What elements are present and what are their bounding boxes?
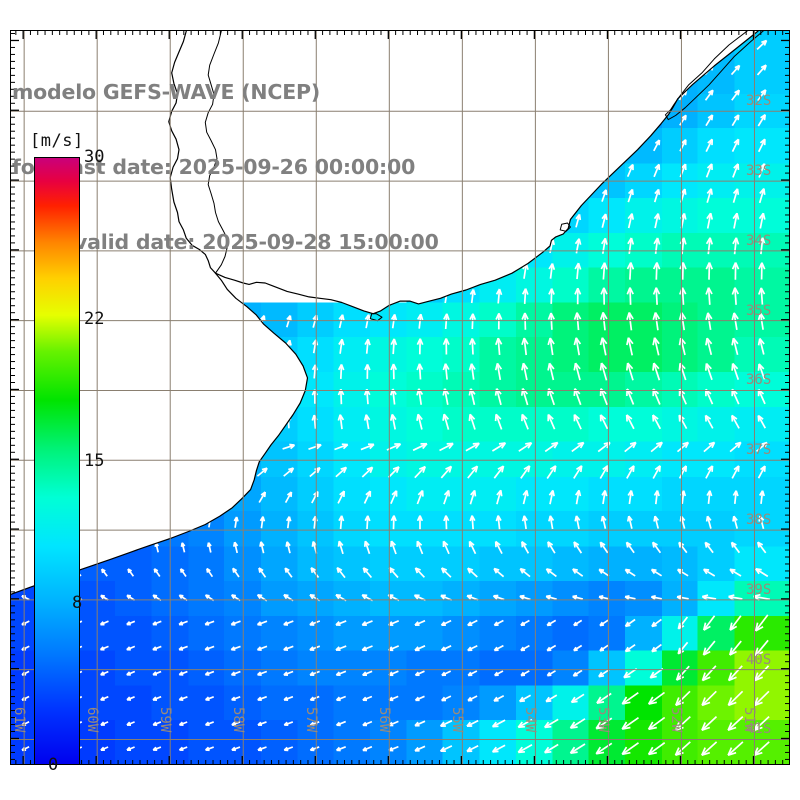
lon-label-56W: 56W <box>376 707 393 733</box>
wind-vector-layer <box>11 31 789 764</box>
lon-label-57W: 57W <box>303 707 320 733</box>
left-axis-ticks <box>10 30 23 765</box>
colorbar-tick-8: 8 <box>72 592 83 613</box>
colorbar-units-label: [m/s] <box>30 131 84 151</box>
coastline-layer <box>11 31 789 764</box>
colorbar-tick-0: 0 <box>48 755 59 775</box>
right-axis-ticks <box>777 30 790 765</box>
land-mask-layer <box>11 31 789 764</box>
lat-label-38S: 38S <box>746 512 772 529</box>
lon-label-58W: 58W <box>230 707 247 733</box>
map-title-block: modelo GEFS-WAVE (NCEP) forecast date: 2… <box>12 30 572 305</box>
lat-label-32S: 32S <box>746 93 772 110</box>
graticule-layer <box>11 31 789 764</box>
lat-label-34S: 34S <box>746 232 772 249</box>
lat-label-33S: 33S <box>746 163 772 180</box>
lat-label-39S: 39S <box>746 581 772 598</box>
colorbar-tick-30: 30 <box>84 147 105 167</box>
colorbar-tick-15: 15 <box>84 451 105 471</box>
lon-label-54W: 54W <box>522 707 539 733</box>
plot-inner <box>11 31 789 764</box>
lon-label-51W: 51W <box>741 707 758 733</box>
plot-frame <box>10 30 790 765</box>
colorbar-tick-22: 22 <box>84 309 105 330</box>
lon-label-59W: 59W <box>157 707 174 733</box>
lon-label-53W: 53W <box>595 707 612 733</box>
bottom-axis-ticks <box>10 752 790 765</box>
lat-label-41S: 41S <box>746 721 772 738</box>
lon-label-60W: 60W <box>84 707 101 733</box>
lat-label-35S: 35S <box>746 302 772 319</box>
colorbar <box>34 157 80 765</box>
lon-label-55W: 55W <box>449 707 466 733</box>
colorbar-border <box>34 157 80 765</box>
model-title: modelo GEFS-WAVE (NCEP) <box>12 80 320 104</box>
valid-date-title: valid date: 2025-09-28 15:00:00 <box>74 230 439 254</box>
colorbar-gradient <box>34 157 80 765</box>
lat-label-37S: 37S <box>746 442 772 459</box>
lon-label-61W: 61W <box>11 707 28 733</box>
lat-label-40S: 40S <box>746 651 772 668</box>
lon-label-52W: 52W <box>668 707 685 733</box>
lat-label-36S: 36S <box>746 372 772 389</box>
top-axis-ticks <box>10 30 790 43</box>
